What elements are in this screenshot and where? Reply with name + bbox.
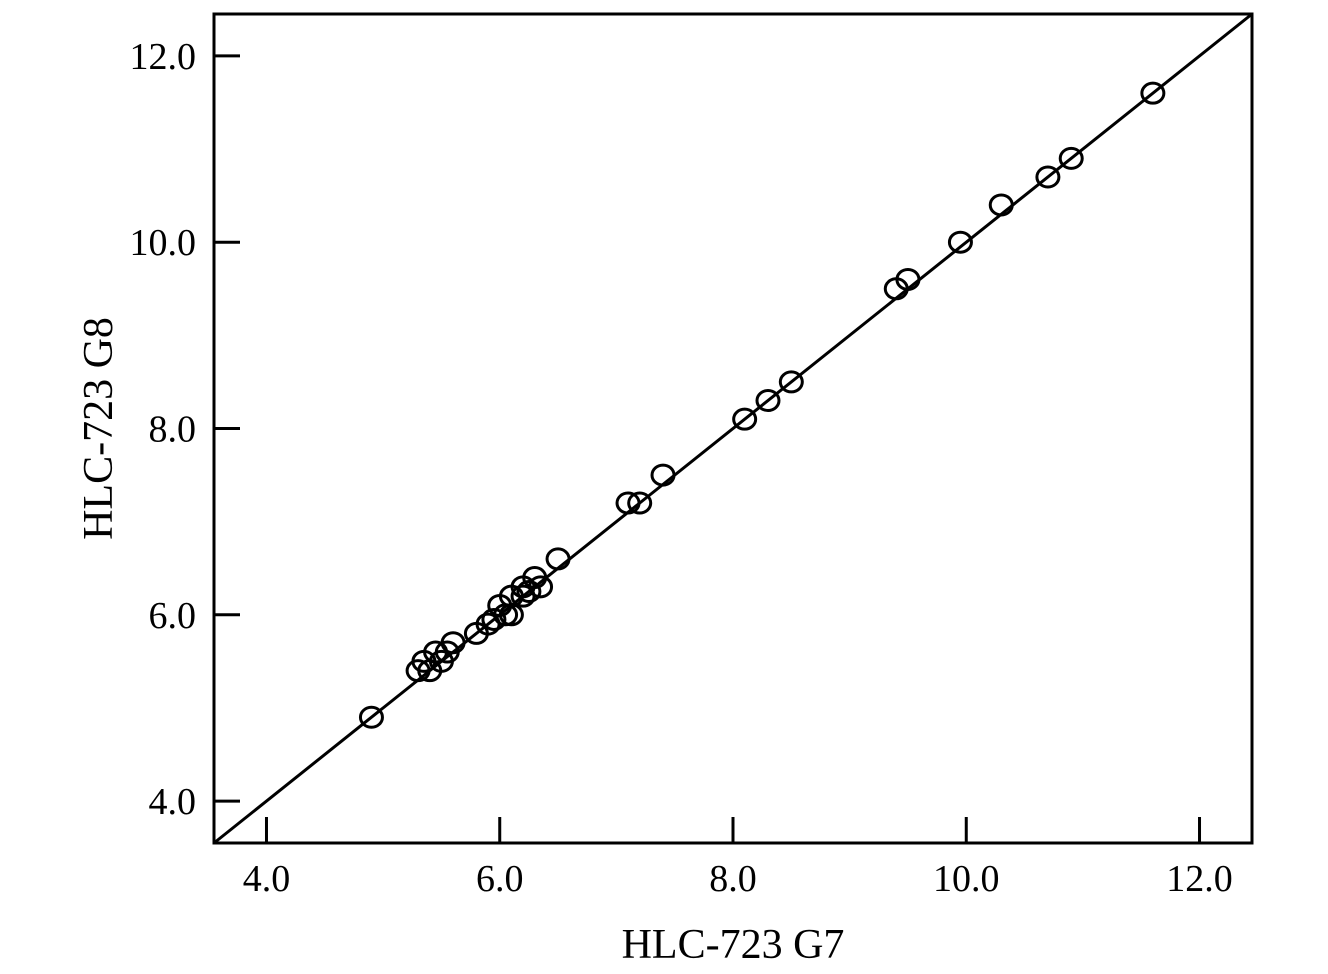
data-point xyxy=(1058,146,1084,170)
data-point xyxy=(528,575,554,599)
x-tick-label: 6.0 xyxy=(476,858,524,900)
data-point xyxy=(358,705,384,729)
plot-frame xyxy=(212,12,1254,845)
reference-line-layer xyxy=(213,12,1253,845)
data-point xyxy=(481,607,507,631)
y-tick-label: 4.0 xyxy=(149,781,197,823)
data-point xyxy=(755,389,781,413)
data-point xyxy=(778,370,804,394)
x-tick-label: 12.0 xyxy=(1166,858,1233,900)
y-tick-label: 8.0 xyxy=(149,409,197,451)
axis-ticks xyxy=(214,54,1202,843)
data-point xyxy=(545,547,571,571)
data-point xyxy=(947,230,973,254)
x-axis-label: HLC-723 G7 xyxy=(622,922,845,968)
data-point xyxy=(1140,81,1166,105)
data-point xyxy=(516,580,542,604)
x-tick-label: 8.0 xyxy=(709,858,757,900)
y-tick-label: 12.0 xyxy=(130,36,197,78)
x-tick-label: 10.0 xyxy=(933,858,1000,900)
data-point xyxy=(627,491,653,515)
data-point xyxy=(988,193,1014,217)
identity-line xyxy=(213,12,1253,845)
y-axis-label: HLC-723 G8 xyxy=(76,317,122,540)
data-point xyxy=(440,631,466,655)
y-tick-label: 10.0 xyxy=(130,222,197,264)
data-point xyxy=(498,603,524,627)
y-tick-labels: 4.0 6.0 8.0 10.0 12.0 xyxy=(130,36,197,823)
data-points xyxy=(358,81,1166,729)
data-point xyxy=(650,463,676,487)
data-point xyxy=(1035,165,1061,189)
x-tick-label: 4.0 xyxy=(243,858,291,900)
data-point xyxy=(895,267,921,291)
data-point xyxy=(732,407,758,431)
x-tick-labels: 4.0 6.0 8.0 10.0 12.0 xyxy=(243,858,1233,900)
data-point xyxy=(615,491,641,515)
y-tick-label: 6.0 xyxy=(149,595,197,637)
